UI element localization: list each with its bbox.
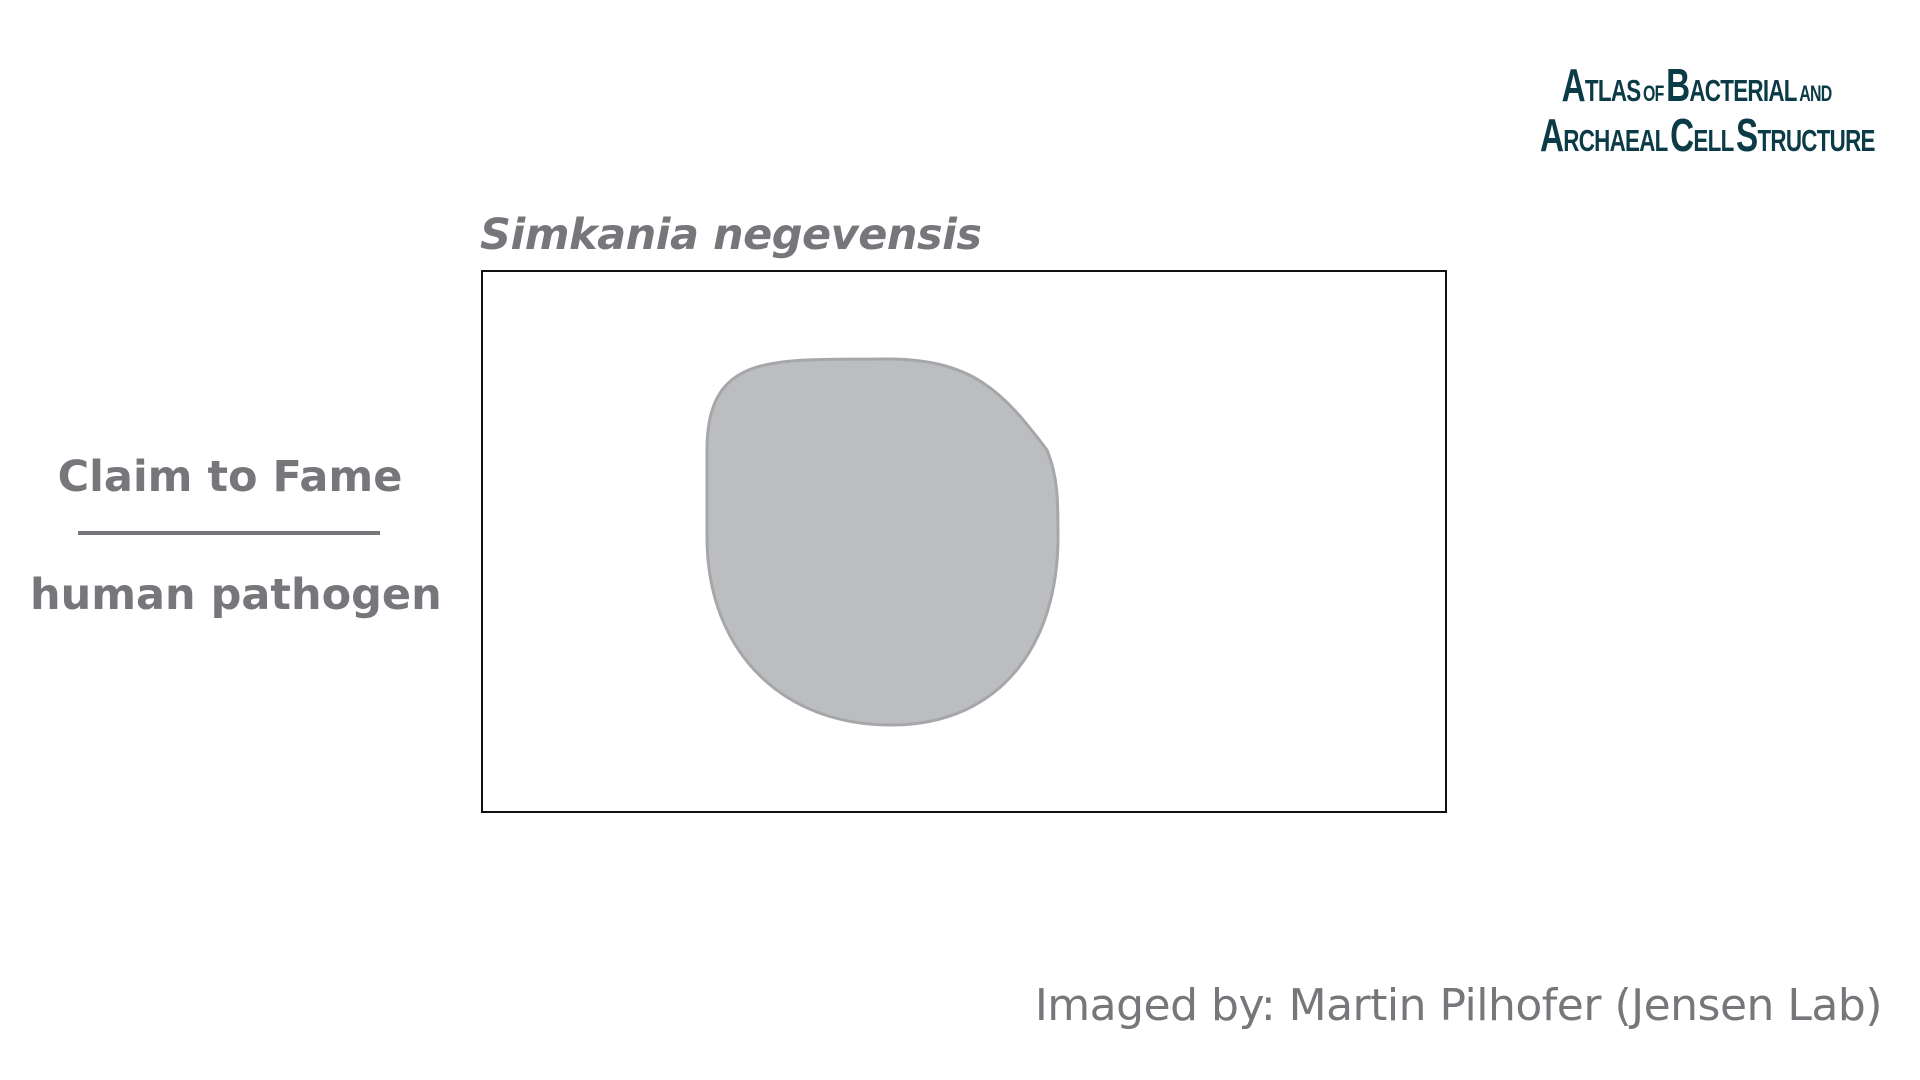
image-frame bbox=[481, 270, 1447, 813]
logo-letter: A bbox=[1540, 109, 1564, 161]
logo-line-2: ARCHAEAL CELL STRUCTURE bbox=[1540, 112, 1875, 158]
logo-word: ACTERIAL bbox=[1689, 73, 1797, 108]
claim-to-fame-value: human pathogen bbox=[30, 570, 442, 620]
logo-letter: B bbox=[1666, 59, 1690, 111]
logo-word: TRUCTURE bbox=[1757, 123, 1875, 158]
logo-letter: A bbox=[1561, 59, 1586, 111]
species-name: Simkania negevensis bbox=[480, 210, 982, 260]
logo-letter: C bbox=[1670, 109, 1694, 161]
logo-word: AND bbox=[1799, 81, 1832, 106]
logo-word: OF bbox=[1642, 81, 1664, 106]
logo-word: ELL bbox=[1693, 123, 1734, 158]
logo-letter: S bbox=[1736, 109, 1758, 161]
atlas-logo: ATLAS OF BACTERIAL AND ARCHAEAL CELL STR… bbox=[1540, 58, 1875, 158]
claim-divider bbox=[78, 531, 380, 535]
logo-word: TLAS bbox=[1584, 73, 1641, 108]
cell-diagram bbox=[705, 357, 1060, 727]
image-credit: Imaged by: Martin Pilhofer (Jensen Lab) bbox=[1034, 980, 1883, 1031]
logo-word: RCHAEAL bbox=[1563, 123, 1668, 158]
cell-body bbox=[705, 357, 1060, 727]
logo-line-1: ATLAS OF BACTERIAL AND bbox=[1561, 59, 1833, 111]
claim-to-fame-title: Claim to Fame bbox=[57, 452, 403, 502]
